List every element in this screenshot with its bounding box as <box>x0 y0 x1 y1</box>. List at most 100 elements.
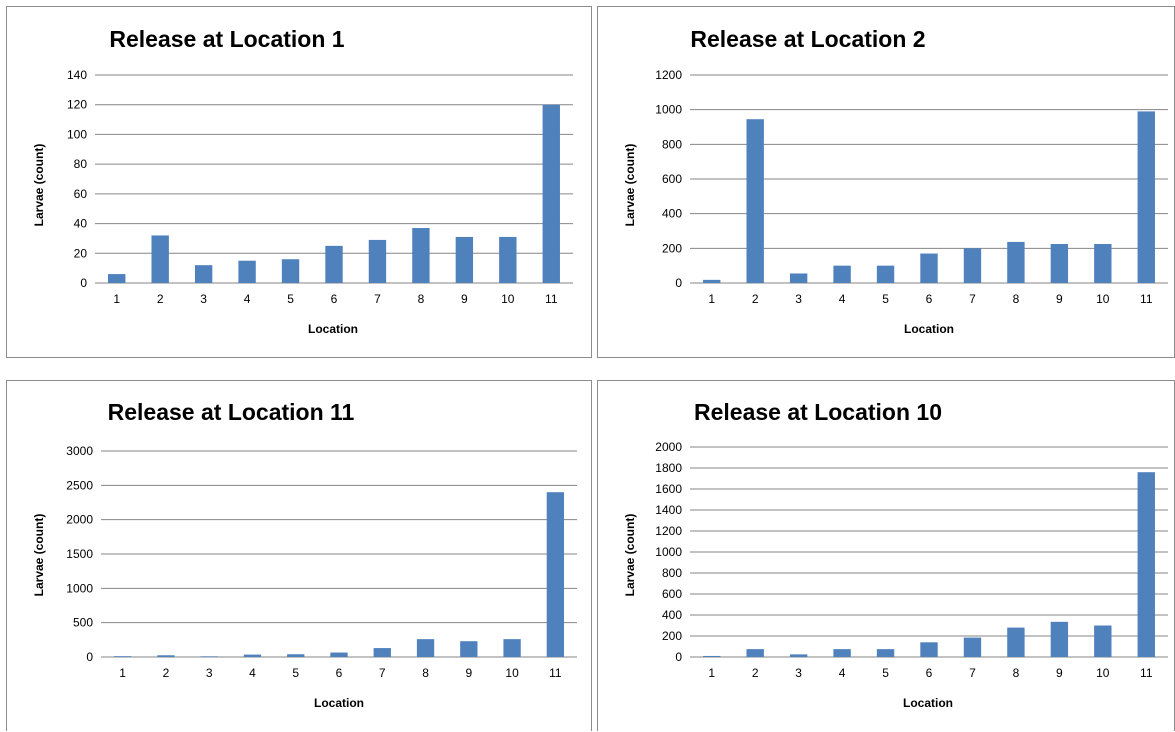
y-axis-title: Larvae (count) <box>623 514 637 597</box>
bar-location-8 <box>416 639 435 657</box>
bar-chart-svg: Release at Location 1 Location Larvae (c… <box>32 26 573 336</box>
chart-panel-release-location-2: Release at Location 2 Location Larvae (c… <box>597 6 1175 358</box>
bar-location-10 <box>499 236 517 283</box>
x-tick-label: 2 <box>163 666 170 680</box>
x-tick-label: 1 <box>113 292 120 306</box>
x-tick-label: 10 <box>501 292 515 306</box>
y-tick-label: 120 <box>67 98 87 112</box>
x-tick-label: 11 <box>1140 292 1153 306</box>
bar-location-4 <box>243 654 262 657</box>
bar-location-3 <box>200 656 218 657</box>
y-tick-label: 3000 <box>66 444 93 458</box>
x-tick-label: 1 <box>119 666 126 680</box>
x-tick-label: 5 <box>292 666 299 680</box>
x-tick-label: 11 <box>545 292 558 306</box>
bar-location-10 <box>503 639 521 657</box>
y-tick-label: 800 <box>662 137 682 151</box>
x-tick-label: 3 <box>206 666 213 680</box>
bar-location-5 <box>281 259 300 283</box>
x-tick-label: 3 <box>200 292 207 306</box>
bar-location-4 <box>833 649 851 657</box>
y-tick-label: 2000 <box>655 440 682 454</box>
x-tick-label: 2 <box>157 292 164 306</box>
bar-location-9 <box>455 236 474 283</box>
bar-location-3 <box>789 654 808 657</box>
x-tick-label: 6 <box>331 292 338 306</box>
chart-panel-release-location-10: Release at Location 10 Location Larvae (… <box>597 380 1175 731</box>
x-tick-label: 6 <box>926 666 933 680</box>
y-tick-label: 1200 <box>655 68 682 82</box>
y-tick-label: 600 <box>662 587 682 601</box>
x-tick-label: 4 <box>839 666 846 680</box>
y-tick-label: 200 <box>662 629 682 643</box>
y-tick-label: 100 <box>67 127 87 141</box>
y-tick-label: 140 <box>67 68 87 82</box>
bar-location-4 <box>238 260 256 283</box>
x-tick-label: 4 <box>249 666 256 680</box>
x-tick-label: 9 <box>1056 666 1063 680</box>
x-tick-label: 11 <box>549 666 562 680</box>
bar-location-2 <box>157 655 175 657</box>
y-tick-label: 1400 <box>655 503 682 517</box>
bar-location-7 <box>368 239 387 283</box>
x-tick-label: 5 <box>882 666 889 680</box>
x-tick-label: 7 <box>969 666 976 680</box>
bar-location-5 <box>287 654 305 657</box>
y-tick-label: 0 <box>675 650 682 664</box>
x-tick-label: 8 <box>418 292 425 306</box>
chart-panel-release-location-1: Release at Location 1 Location Larvae (c… <box>6 6 592 358</box>
x-tick-label: 1 <box>708 666 715 680</box>
bar-location-11 <box>546 492 565 657</box>
x-tick-label: 1 <box>708 292 715 306</box>
x-tick-label: 7 <box>379 666 386 680</box>
y-tick-label: 2500 <box>66 478 93 492</box>
x-tick-label: 4 <box>244 292 251 306</box>
y-tick-label: 2000 <box>66 513 93 527</box>
x-tick-label: 3 <box>795 666 802 680</box>
y-tick-label: 20 <box>74 246 88 260</box>
x-tick-label: 4 <box>839 292 846 306</box>
x-tick-label: 2 <box>752 292 759 306</box>
bar-location-4 <box>833 265 851 283</box>
y-tick-label: 40 <box>74 217 88 231</box>
bar-location-7 <box>963 637 982 657</box>
y-tick-label: 1500 <box>66 547 93 561</box>
bar-chart-svg: Release at Location 11 Location Larvae (… <box>32 399 577 710</box>
chart-title: Release at Location 2 <box>690 26 925 52</box>
y-tick-label: 0 <box>86 650 93 664</box>
y-tick-label: 200 <box>662 241 682 255</box>
bar-location-10 <box>1094 625 1112 657</box>
bar-location-1 <box>703 655 721 657</box>
chart-title: Release at Location 10 <box>694 399 942 425</box>
y-tick-label: 1000 <box>655 545 682 559</box>
bar-location-3 <box>789 273 808 283</box>
bar-location-11 <box>1137 111 1155 284</box>
x-tick-label: 6 <box>336 666 343 680</box>
bar-location-6 <box>325 245 343 283</box>
x-axis-title: Location <box>904 322 954 336</box>
bar-location-9 <box>460 641 478 657</box>
x-tick-label: 3 <box>795 292 802 306</box>
x-tick-label: 8 <box>1013 666 1020 680</box>
bar-location-5 <box>876 265 895 283</box>
y-tick-label: 1600 <box>655 482 682 496</box>
bar-location-5 <box>876 649 895 657</box>
x-tick-label: 10 <box>505 666 519 680</box>
bar-location-9 <box>1050 621 1069 657</box>
chart-title: Release at Location 11 <box>108 399 355 425</box>
x-tick-label: 8 <box>1013 292 1020 306</box>
y-tick-label: 400 <box>662 207 682 221</box>
y-tick-label: 60 <box>74 187 88 201</box>
bar-location-8 <box>412 228 430 283</box>
x-tick-label: 9 <box>465 666 472 680</box>
x-tick-label: 7 <box>374 292 381 306</box>
bar-location-1 <box>703 279 721 283</box>
bar-location-2 <box>151 235 169 283</box>
bar-location-2 <box>746 649 764 657</box>
x-tick-label: 10 <box>1096 666 1110 680</box>
bar-location-1 <box>113 656 132 657</box>
y-tick-label: 400 <box>662 608 682 622</box>
chart-panel-release-location-11: Release at Location 11 Location Larvae (… <box>6 380 592 731</box>
x-tick-label: 6 <box>926 292 933 306</box>
y-tick-label: 500 <box>73 616 93 630</box>
